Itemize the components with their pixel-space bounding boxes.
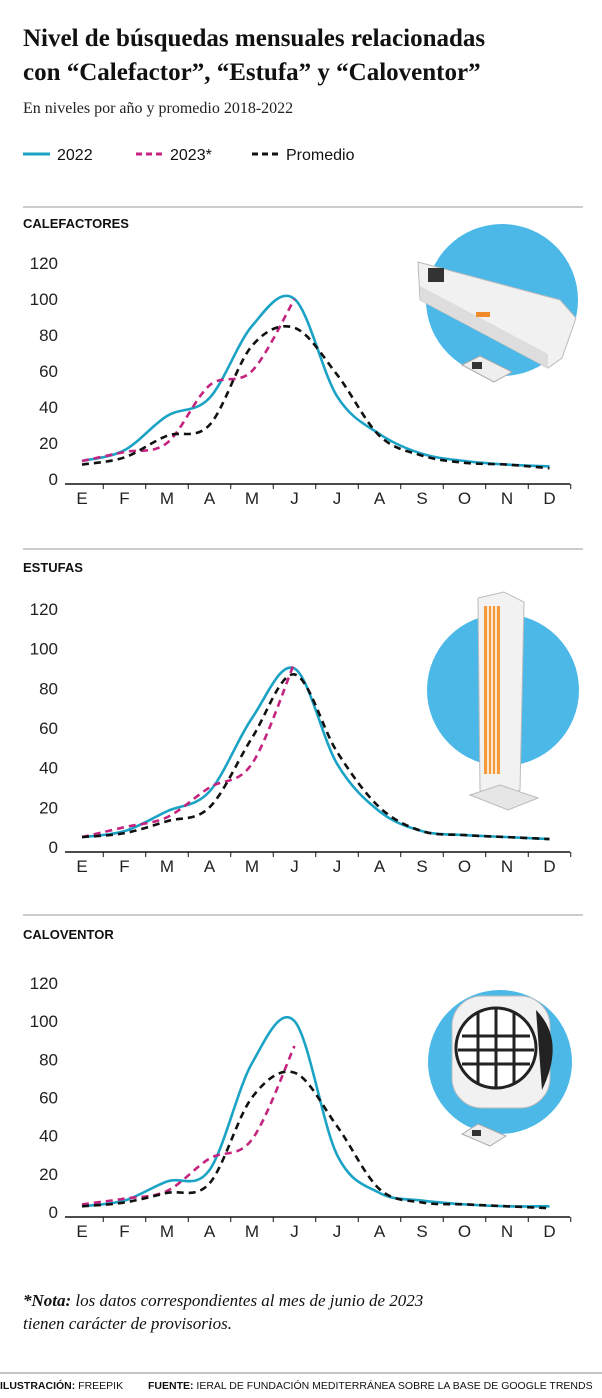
chart: CALEFACTORES 0 20 40 60 80 100 120 E F M A M J J A S O N D 2…	[23, 206, 583, 508]
x-tick-label: M	[245, 857, 259, 876]
series-line: 2023*	[81, 662, 296, 839]
x-tick-label: S	[416, 857, 427, 876]
series-line: 2023*	[81, 298, 296, 463]
title-line: con “Calefactor”, “Estufa” y “Caloventor…	[23, 59, 481, 86]
credit-label: FUENTE:	[148, 1380, 194, 1392]
x-tick-label: M	[245, 489, 259, 508]
note-text: los datos correspondientes al mes de jun…	[75, 1291, 423, 1310]
x-tick-label: D	[543, 1222, 555, 1241]
note: tienen carácter de provisorios.	[23, 1314, 232, 1333]
y-tick-label: 120	[30, 974, 58, 993]
chart: CALOVENTOR 0 20 40 60 80 100 120 E F M A M J J A S O N D 202…	[23, 914, 583, 1241]
y-tick-label: 60	[39, 362, 58, 381]
y-tick-label: 20	[39, 434, 58, 453]
x-tick-label: D	[543, 489, 555, 508]
x-tick-label: N	[501, 1222, 513, 1241]
y-tick-label: 20	[39, 798, 58, 817]
illustration-tower	[427, 591, 579, 811]
x-tick-label: F	[119, 857, 129, 876]
title-line: Nivel de búsquedas mensuales relacionada…	[23, 25, 485, 52]
y-tick-label: 40	[39, 1127, 58, 1146]
series-line: 2022	[81, 294, 550, 468]
x-tick-label: E	[76, 489, 87, 508]
x-tick-label: J	[333, 1222, 342, 1241]
x-tick-label: M	[245, 1222, 259, 1241]
x-tick-label: S	[416, 489, 427, 508]
y-tick-label: 80	[39, 679, 58, 698]
legend-label: 2022	[57, 147, 93, 164]
y-tick-label: 100	[30, 290, 58, 309]
credit-value: IERAL DE FUNDACIÓN MEDITERRÁNEA SOBRE LA…	[196, 1379, 592, 1392]
x-tick-label: M	[160, 1222, 174, 1241]
x-tick-label: F	[119, 489, 129, 508]
illustration-fan	[428, 990, 572, 1147]
x-tick-label: A	[204, 857, 216, 876]
illustration-ac	[417, 224, 578, 383]
x-tick-label: J	[290, 857, 299, 876]
credit-source: FUENTE: IERAL DE FUNDACIÓN MEDITERRÁNEA …	[148, 1379, 593, 1392]
y-tick-label: 120	[30, 600, 58, 619]
series-line: Promedio	[81, 325, 550, 470]
x-tick-label: A	[374, 857, 386, 876]
note-label: *Nota:	[23, 1291, 71, 1310]
y-tick-label: 0	[49, 1203, 58, 1222]
x-tick-label: F	[119, 1222, 129, 1241]
x-tick-label: J	[333, 489, 342, 508]
x-tick-label: O	[458, 857, 471, 876]
x-tick-label: E	[76, 1222, 87, 1241]
y-tick-label: 60	[39, 1089, 58, 1108]
x-tick-label: J	[333, 857, 342, 876]
note: *Nota: los datos correspondientes al mes…	[23, 1291, 423, 1310]
y-tick-label: 100	[30, 1012, 58, 1031]
credit-label: ILUSTRACIÓN:	[0, 1379, 75, 1392]
legend-label: Promedio	[286, 147, 355, 164]
legend: 2022 2023* Promedio	[23, 147, 355, 164]
x-tick-label: O	[458, 489, 471, 508]
y-tick-label: 120	[30, 254, 58, 273]
x-tick-label: A	[204, 489, 216, 508]
y-tick-label: 40	[39, 398, 58, 417]
x-tick-label: A	[204, 1222, 216, 1241]
x-tick-label: M	[160, 857, 174, 876]
x-tick-label: J	[290, 1222, 299, 1241]
y-tick-label: 80	[39, 1050, 58, 1069]
y-tick-label: 0	[49, 838, 58, 857]
x-tick-label: D	[543, 857, 555, 876]
y-tick-label: 0	[49, 470, 58, 489]
section-title: CALEFACTORES	[23, 216, 129, 231]
series-line: 2022	[81, 1016, 550, 1208]
y-tick-label: 40	[39, 759, 58, 778]
series-line: Promedio	[81, 1070, 550, 1210]
x-tick-label: N	[501, 857, 513, 876]
y-tick-label: 100	[30, 640, 58, 659]
y-tick-label: 80	[39, 326, 58, 345]
credit-illustration: ILUSTRACIÓN: FREEPIK	[0, 1379, 123, 1392]
y-tick-label: 20	[39, 1165, 58, 1184]
subtitle: En niveles por año y promedio 2018-2022	[23, 100, 293, 117]
x-tick-label: A	[374, 489, 386, 508]
x-tick-label: M	[160, 489, 174, 508]
x-tick-label: J	[290, 489, 299, 508]
x-tick-label: O	[458, 1222, 471, 1241]
section-title: ESTUFAS	[23, 560, 83, 575]
legend-label: 2023*	[170, 147, 212, 164]
series-line: 2023*	[81, 1045, 296, 1206]
series-line: Promedio	[81, 673, 550, 841]
x-tick-label: N	[501, 489, 513, 508]
credit-value: FREEPIK	[78, 1380, 123, 1392]
section-title: CALOVENTOR	[23, 927, 114, 942]
x-tick-label: E	[76, 857, 87, 876]
y-tick-label: 60	[39, 719, 58, 738]
x-tick-label: S	[416, 1222, 427, 1241]
x-tick-label: A	[374, 1222, 386, 1241]
